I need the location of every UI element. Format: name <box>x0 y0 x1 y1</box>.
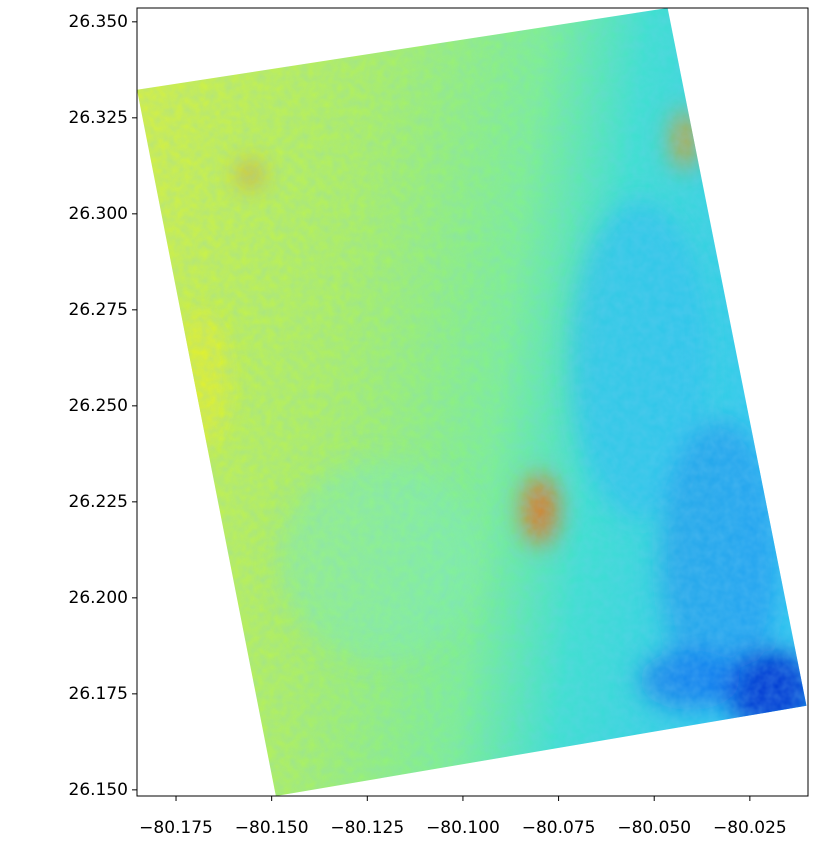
axes-frame <box>136 7 809 797</box>
y-tick-label: 26.275 <box>69 300 128 320</box>
y-tick-label: 26.300 <box>69 204 128 224</box>
y-tick-label: 26.175 <box>69 684 128 704</box>
y-tick-label: 26.250 <box>69 396 128 416</box>
x-tick-label: −80.075 <box>522 818 596 838</box>
x-tick-label: −80.050 <box>617 818 691 838</box>
x-tick-label: −80.125 <box>330 818 404 838</box>
y-tick-label: 26.350 <box>69 12 128 32</box>
x-tick-label: −80.025 <box>713 818 787 838</box>
x-tick-label: −80.175 <box>139 818 213 838</box>
y-tick-label: 26.225 <box>69 492 128 512</box>
x-tick-label: −80.100 <box>426 818 500 838</box>
y-tick-label: 26.200 <box>69 588 128 608</box>
raster-texture <box>137 8 807 796</box>
y-tick-label: 26.325 <box>69 108 128 128</box>
x-tick-label: −80.150 <box>235 818 309 838</box>
y-tick-label: 26.150 <box>69 780 128 800</box>
